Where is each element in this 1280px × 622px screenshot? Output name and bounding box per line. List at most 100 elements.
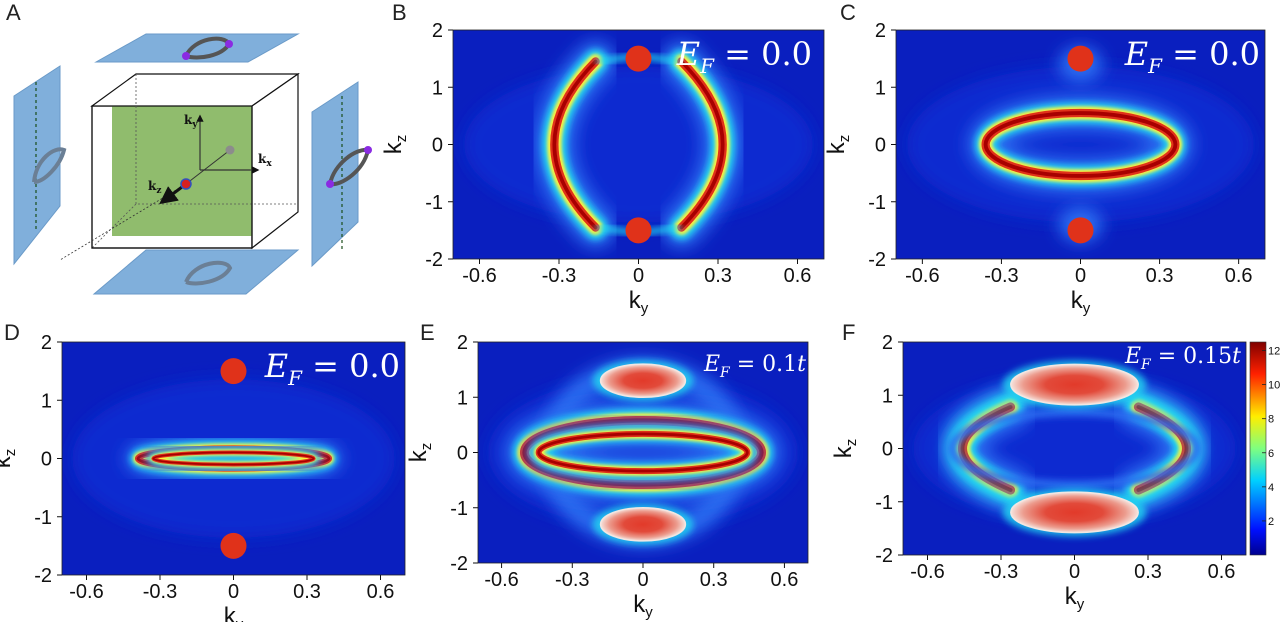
y-tick-label: -2 bbox=[425, 249, 443, 271]
x-axis-label: ky bbox=[1071, 287, 1091, 317]
fermi-sub: F bbox=[699, 54, 715, 78]
inner-halo bbox=[948, 408, 1201, 489]
y-tick-label: -1 bbox=[875, 492, 893, 514]
x-axis-sub: y bbox=[1083, 300, 1091, 317]
x-axis-sub: y bbox=[641, 300, 649, 317]
y-tick-label: 1 bbox=[41, 390, 52, 412]
cube-front-outline bbox=[91, 106, 253, 249]
x-axis-base: k bbox=[629, 287, 642, 314]
plot-area bbox=[453, 30, 824, 259]
y-tick-label: 1 bbox=[432, 77, 443, 99]
fermi-sub: F bbox=[719, 365, 731, 381]
x-tick-label: 0.3 bbox=[293, 581, 321, 603]
y-tick-label: 0 bbox=[41, 449, 52, 471]
arc-peak bbox=[960, 405, 1013, 492]
y-axis-base: k bbox=[830, 445, 857, 458]
y-tick-label: 2 bbox=[41, 332, 52, 354]
y-tick-label: 0 bbox=[882, 439, 893, 461]
x-axis-base: k bbox=[633, 591, 646, 618]
arc-peak bbox=[1136, 405, 1189, 492]
ring-peak bbox=[522, 418, 764, 487]
fermi-energy-label: EF = 0.15t bbox=[1124, 344, 1241, 373]
fermi-sub: F bbox=[1140, 357, 1152, 373]
x-tick-label: 0.3 bbox=[1134, 561, 1162, 583]
fermi-unit: t bbox=[797, 352, 806, 377]
x-tick-label: 0.3 bbox=[704, 265, 732, 287]
ring-peak bbox=[152, 451, 315, 466]
bulk-pocket bbox=[599, 507, 687, 542]
colorbar-tick-label: 12 bbox=[1268, 346, 1280, 358]
right-surface-node bbox=[326, 180, 334, 188]
gray-node bbox=[225, 145, 235, 155]
x-axis-sub: y bbox=[1077, 596, 1085, 613]
y-axis-sub: z bbox=[418, 443, 435, 451]
x-tick-label: -0.3 bbox=[984, 265, 1018, 287]
x-axis-base: k bbox=[1065, 583, 1078, 610]
colorbar-tick-label: 8 bbox=[1268, 414, 1274, 426]
y-axis-label: kz bbox=[830, 439, 860, 459]
fermi-e: E bbox=[264, 347, 288, 385]
x-tick-label: 0 bbox=[633, 265, 644, 287]
weyl-point-dot bbox=[220, 358, 247, 385]
x-tick-label: -0.6 bbox=[910, 561, 944, 583]
y-axis-label: kz bbox=[823, 135, 853, 155]
fermi-value: = 0.1 bbox=[730, 352, 797, 377]
fermi-sub: F bbox=[1147, 54, 1163, 78]
panel-a: A ky kx kz bbox=[6, 0, 372, 295]
x-axis-base: k bbox=[1071, 287, 1084, 314]
panel-label-a: A bbox=[6, 0, 21, 25]
y-axis-base: k bbox=[823, 141, 850, 154]
panel-label-f: F bbox=[842, 320, 855, 345]
x-tick-label: -0.6 bbox=[905, 265, 939, 287]
plot-frame bbox=[477, 341, 809, 564]
kx-label: kx bbox=[258, 152, 272, 169]
y-tick-label: -1 bbox=[868, 192, 886, 214]
x-tick-label: 0 bbox=[228, 581, 239, 603]
panel-label-c: C bbox=[840, 0, 856, 25]
y-tick-label: -1 bbox=[450, 498, 468, 520]
fermi-energy-label: EF = 0.1t bbox=[703, 352, 806, 381]
arc-peak bbox=[679, 59, 725, 230]
weyl-point-dot bbox=[220, 532, 247, 559]
background-glow bbox=[907, 66, 1254, 223]
fermi-e: E bbox=[1124, 344, 1141, 369]
plot-area bbox=[903, 342, 1246, 555]
y-axis-label: kz bbox=[0, 449, 19, 469]
plot-frame bbox=[452, 29, 825, 260]
ring-peak bbox=[983, 111, 1178, 178]
y-tick-label: 2 bbox=[875, 20, 886, 42]
x-tick-label: -0.6 bbox=[462, 265, 496, 287]
right-surface-node bbox=[364, 146, 372, 154]
x-tick-label: -0.3 bbox=[984, 561, 1018, 583]
fermi-unit: t bbox=[1232, 344, 1241, 369]
fermi-value: = 0.15 bbox=[1151, 344, 1232, 369]
x-tick-label: 0 bbox=[1069, 561, 1080, 583]
x-axis-label: ky bbox=[224, 603, 244, 622]
x-axis-label: ky bbox=[629, 287, 649, 317]
y-tick-label: -2 bbox=[34, 565, 52, 587]
colorbar-gradient bbox=[1249, 341, 1267, 556]
y-axis-sub: z bbox=[836, 135, 853, 143]
top-surface-plane bbox=[94, 33, 300, 63]
fermi-sub: F bbox=[287, 366, 303, 390]
plot-area bbox=[62, 342, 405, 575]
y-tick-label: -2 bbox=[868, 249, 886, 271]
x-axis-base: k bbox=[224, 603, 237, 622]
x-tick-label: 0.3 bbox=[1146, 265, 1174, 287]
bulk-pocket bbox=[1010, 491, 1139, 534]
bulk-pocket bbox=[1010, 363, 1139, 406]
y-tick-label: 1 bbox=[882, 385, 893, 407]
x-axis-label: ky bbox=[1065, 583, 1085, 613]
plot-area bbox=[478, 342, 808, 563]
y-axis-base: k bbox=[380, 141, 407, 154]
top-surface-node bbox=[225, 40, 233, 48]
bulk-pocket bbox=[599, 363, 687, 398]
panel-label-d: D bbox=[4, 320, 20, 345]
weyl-point-dot bbox=[625, 217, 652, 244]
fermi-e: E bbox=[703, 352, 720, 377]
x-tick-label: -0.3 bbox=[143, 581, 177, 603]
